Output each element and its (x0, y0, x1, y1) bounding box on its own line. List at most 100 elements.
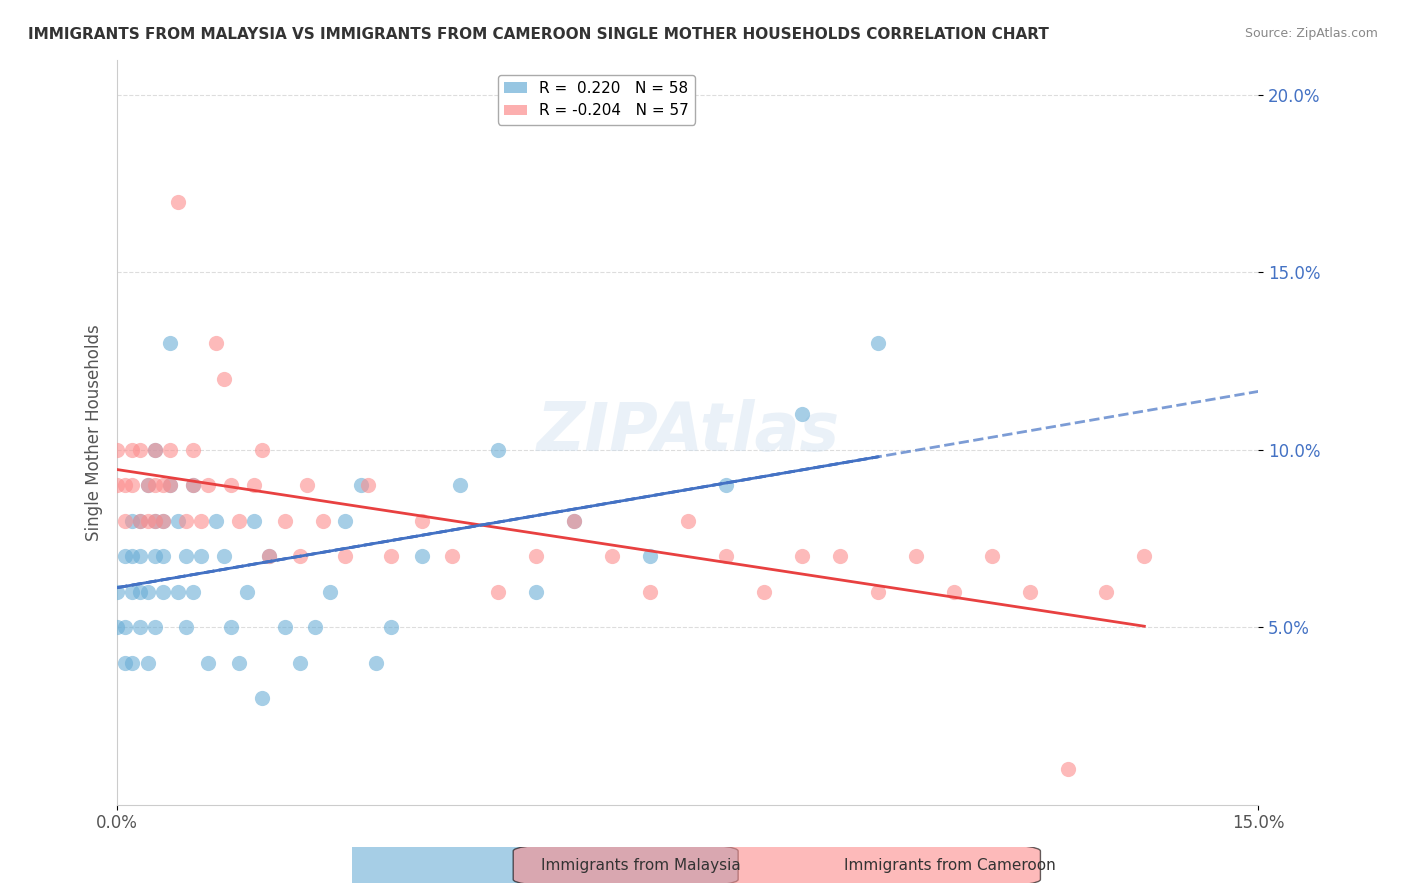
Point (129, 442, 152, 457)
Point (143, 442, 166, 457)
Point (205, 514, 228, 528)
Point (190, 514, 212, 528)
Point (243, 478, 266, 492)
Point (350, 478, 373, 492)
Point (129, 549, 152, 564)
Point (752, 584, 775, 599)
Point (357, 478, 380, 492)
Point (167, 584, 190, 599)
Point (250, 691, 273, 706)
Point (159, 478, 181, 492)
Text: IMMIGRANTS FROM MALAYSIA VS IMMIGRANTS FROM CAMEROON SINGLE MOTHER HOUSEHOLDS CO: IMMIGRANTS FROM MALAYSIA VS IMMIGRANTS F… (28, 27, 1049, 42)
Point (486, 442, 509, 457)
Point (411, 549, 433, 564)
Point (121, 442, 143, 457)
FancyBboxPatch shape (513, 840, 1040, 890)
Point (243, 514, 266, 528)
Point (524, 549, 547, 564)
Point (105, 620, 128, 634)
Point (380, 549, 402, 564)
Point (335, 514, 357, 528)
Point (105, 584, 128, 599)
Point (152, 478, 174, 492)
Point (105, 442, 128, 457)
Point (250, 442, 273, 457)
Point (828, 549, 851, 564)
Point (159, 442, 181, 457)
Point (136, 656, 159, 670)
Point (676, 514, 699, 528)
Point (790, 408, 813, 422)
Point (288, 549, 311, 564)
Point (311, 514, 333, 528)
Point (114, 620, 136, 634)
Point (105, 478, 128, 492)
Point (129, 620, 152, 634)
Point (228, 656, 250, 670)
Point (136, 584, 159, 599)
Point (524, 584, 547, 599)
Point (181, 478, 204, 492)
Point (364, 656, 387, 670)
Point (235, 584, 257, 599)
Point (174, 549, 197, 564)
Point (440, 549, 463, 564)
Point (114, 478, 136, 492)
Point (600, 549, 623, 564)
Point (129, 584, 152, 599)
Point (197, 656, 219, 670)
Point (905, 549, 928, 564)
Point (319, 584, 342, 599)
Point (714, 478, 737, 492)
Point (143, 514, 166, 528)
Point (562, 514, 585, 528)
Point (288, 656, 311, 670)
Point (114, 514, 136, 528)
Point (486, 584, 509, 599)
Point (335, 549, 357, 564)
Point (259, 549, 281, 564)
Y-axis label: Single Mother Households: Single Mother Households (86, 324, 103, 541)
Text: Immigrants from Cameroon: Immigrants from Cameroon (844, 858, 1056, 872)
Point (143, 514, 166, 528)
Point (943, 584, 966, 599)
Point (259, 549, 281, 564)
Point (129, 514, 152, 528)
Point (152, 549, 174, 564)
Point (228, 514, 250, 528)
Point (152, 514, 174, 528)
Point (181, 442, 204, 457)
Point (297, 478, 319, 492)
Point (152, 514, 174, 528)
Point (136, 478, 159, 492)
Point (411, 514, 433, 528)
Point (1095, 584, 1118, 599)
Point (181, 478, 204, 492)
Point (121, 514, 143, 528)
Legend: R =  0.220   N = 58, R = -0.204   N = 57: R = 0.220 N = 58, R = -0.204 N = 57 (498, 75, 695, 125)
Point (143, 549, 166, 564)
Point (121, 584, 143, 599)
Point (121, 656, 143, 670)
Point (714, 549, 737, 564)
Point (638, 549, 661, 564)
Text: Immigrants from Malaysia: Immigrants from Malaysia (541, 858, 741, 872)
Point (143, 478, 166, 492)
Point (114, 656, 136, 670)
Point (136, 478, 159, 492)
Text: ZIPAtlas: ZIPAtlas (536, 399, 839, 465)
Point (167, 194, 190, 209)
Point (197, 478, 219, 492)
Point (152, 584, 174, 599)
Point (273, 514, 295, 528)
Point (868, 336, 890, 351)
Point (868, 584, 890, 599)
FancyBboxPatch shape (211, 840, 738, 890)
Point (304, 620, 326, 634)
Point (221, 478, 243, 492)
Text: Source: ZipAtlas.com: Source: ZipAtlas.com (1244, 27, 1378, 40)
Point (273, 620, 295, 634)
Point (121, 549, 143, 564)
Point (114, 549, 136, 564)
Point (212, 549, 235, 564)
